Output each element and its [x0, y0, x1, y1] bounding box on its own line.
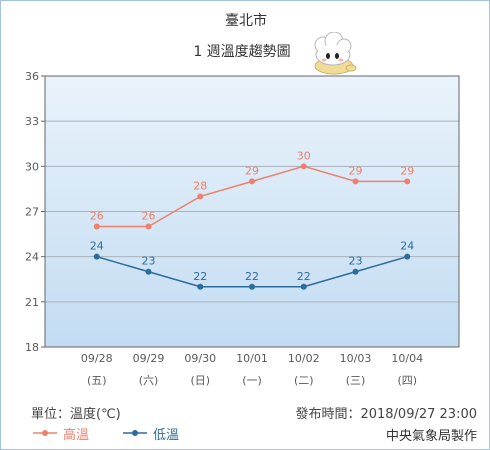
x-tick-weekday: (日) — [190, 374, 210, 387]
x-tick-label: 10/04 — [391, 352, 423, 365]
high-temp-point — [93, 223, 100, 230]
high-temp-point — [300, 163, 307, 170]
high-temp-point — [197, 193, 204, 200]
chart-canvas: 18 21 24 27 30 33 36 09/28 (五) 09/29 (六) 09/30 (日) 10… — [25, 70, 460, 387]
y-tick-label: 30 — [25, 160, 39, 173]
legend: 高溫 低溫 — [33, 424, 213, 443]
high-temp-label: 29 — [349, 164, 363, 177]
low-temp-label: 23 — [349, 255, 363, 268]
low-temp-label: 23 — [142, 255, 156, 268]
high-temp-point — [249, 178, 255, 185]
legend-swatch-low — [123, 430, 148, 436]
y-tick-label: 18 — [25, 341, 39, 354]
high-temp-label: 29 — [245, 164, 259, 177]
x-tick-label: 10/02 — [288, 352, 320, 365]
publish-time: 發布時間：2018/09/27 23:00 — [295, 407, 477, 422]
y-tick-label: 27 — [25, 206, 39, 219]
x-tick-weekday: (二) — [294, 374, 314, 387]
y-tick-label: 21 — [25, 296, 39, 309]
legend-label-low: 低溫 — [153, 427, 180, 443]
low-temp-label: 24 — [400, 240, 414, 253]
low-temp-point — [145, 268, 152, 275]
axes: 18 21 24 27 30 33 36 09/28 (五) 09/29 (六) 09/30 (日) 10… — [25, 70, 423, 387]
low-temp-label: 22 — [297, 270, 311, 283]
low-temp-point — [93, 253, 100, 260]
chart-subtitle: 1 週溫度趨勢圖 — [193, 44, 291, 60]
low-temp-point — [300, 283, 307, 290]
x-tick-label: 10/01 — [236, 352, 268, 365]
high-temp-label: 26 — [90, 210, 104, 223]
x-tick-weekday: (五) — [87, 374, 107, 387]
chart-title: 臺北市 — [225, 13, 267, 29]
high-temp-point — [352, 178, 359, 185]
high-temp-point — [404, 178, 411, 185]
low-temp-point — [249, 283, 255, 290]
x-tick-weekday: (三) — [346, 374, 366, 387]
legend-item-low: 低溫 — [123, 424, 179, 443]
high-temp-point — [145, 223, 152, 230]
x-tick-weekday: (四) — [397, 374, 417, 387]
y-tick-label: 36 — [25, 70, 39, 83]
high-temp-label: 28 — [193, 179, 207, 192]
mascot-icon — [314, 32, 357, 75]
low-temp-label: 22 — [193, 270, 207, 283]
legend-swatch-high — [33, 430, 57, 436]
low-temp-label: 24 — [90, 240, 104, 253]
low-temp-point — [197, 283, 204, 290]
series-group: 26 26 28 29 30 29 29 24 23 22 22 22 23 24 — [90, 149, 414, 290]
high-temp-label: 26 — [142, 210, 156, 223]
y-tick-label: 24 — [25, 251, 39, 264]
x-tick-label: 09/30 — [184, 352, 216, 365]
x-tick-label: 09/28 — [81, 352, 113, 365]
high-temp-label: 29 — [400, 164, 414, 177]
low-temp-point — [352, 268, 359, 275]
legend-item-high: 高溫 — [33, 424, 89, 443]
x-tick-label: 09/29 — [133, 352, 165, 365]
y-tick-label: 33 — [25, 115, 39, 128]
x-tick-weekday: (六) — [139, 374, 159, 387]
high-temp-label: 30 — [297, 149, 311, 162]
unit-label: 單位：溫度(℃) — [31, 407, 121, 422]
low-temp-point — [404, 253, 411, 260]
low-temp-label: 22 — [245, 270, 259, 283]
credit-label: 中央氣象局製作 — [385, 429, 477, 444]
legend-label-high: 高溫 — [63, 427, 90, 443]
gridlines — [45, 120, 459, 303]
x-tick-weekday: (一) — [242, 374, 262, 387]
x-tick-label: 10/03 — [340, 352, 372, 365]
